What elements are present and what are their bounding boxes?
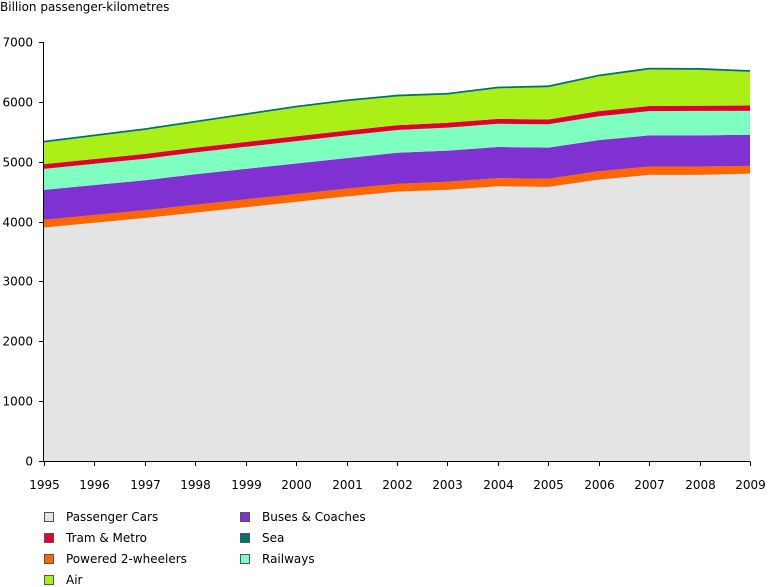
area-powered-2-wheelers	[44, 165, 750, 228]
legend-swatch	[44, 575, 54, 585]
x-tick-label: 1996	[79, 478, 110, 492]
legend-label: Air	[66, 573, 83, 587]
x-tick-label: 2009	[735, 478, 766, 492]
legend-swatch	[240, 554, 250, 564]
legend: Passenger Cars Buses & Coaches Tram & Metr…	[0, 505, 768, 587]
y-tick-label: 3000	[2, 275, 33, 289]
area-passenger-cars	[44, 173, 750, 461]
y-tick-label: 6000	[2, 96, 33, 110]
x-tick-label: 2007	[634, 478, 665, 492]
x-tick-label: 1998	[180, 478, 211, 492]
x-tick-label: 1995	[29, 478, 60, 492]
y-tick-label: 0	[25, 455, 33, 469]
y-tick-label: 5000	[2, 156, 33, 170]
tick-labels: 0 1000 2000 3000 4000 5000 6000 7000 1995 1996 199…	[2, 36, 765, 493]
legend-swatch	[44, 533, 54, 543]
x-tick-label: 2002	[382, 478, 413, 492]
legend-swatch	[44, 512, 54, 522]
legend-label: Railways	[262, 552, 315, 566]
legend-item-passenger-cars: Passenger Cars	[44, 510, 158, 524]
x-tick-label: 2004	[483, 478, 514, 492]
x-tick-label: 1999	[231, 478, 262, 492]
area-layers	[44, 67, 750, 461]
legend-swatch	[240, 512, 250, 522]
legend-item-buses-and-coaches: Buses & Coaches	[240, 510, 366, 524]
x-tick-label: 2005	[533, 478, 564, 492]
y-tick-label: 7000	[2, 36, 33, 50]
y-axis-label: Billion passenger-kilometres	[0, 0, 170, 14]
x-tick-label: 2000	[281, 478, 312, 492]
legend-item-tram-and-metro: Tram & Metro	[44, 531, 147, 545]
x-tick-label: 1997	[130, 478, 161, 492]
legend-item-sea: Sea	[240, 531, 284, 545]
axes	[39, 42, 751, 466]
legend-label: Passenger Cars	[66, 510, 159, 524]
stacked-area-chart: 0 1000 2000 3000 4000 5000 6000 7000 1995 1996 199…	[2, 36, 765, 493]
area-air	[44, 69, 750, 165]
y-tick-label: 1000	[2, 395, 33, 409]
legend-label: Buses & Coaches	[262, 510, 366, 524]
area-railways	[44, 110, 750, 190]
legend-swatch	[240, 533, 250, 543]
legend-label: Powered 2-wheelers	[66, 552, 187, 566]
legend-label: Sea	[262, 531, 285, 545]
legend-item-powered-2-wheelers: Powered 2-wheelers	[44, 552, 187, 566]
x-tick-label: 2003	[432, 478, 463, 492]
legend-label: Tram & Metro	[66, 531, 147, 545]
legend-swatch	[44, 554, 54, 564]
legend-item-railways: Railways	[240, 552, 315, 566]
y-tick-label: 4000	[2, 216, 33, 230]
x-tick-label: 2001	[332, 478, 363, 492]
y-tick-label: 2000	[2, 335, 33, 349]
x-tick-label: 2006	[584, 478, 615, 492]
x-tick-label: 2008	[685, 478, 716, 492]
area-buses-and-coaches	[44, 134, 750, 220]
